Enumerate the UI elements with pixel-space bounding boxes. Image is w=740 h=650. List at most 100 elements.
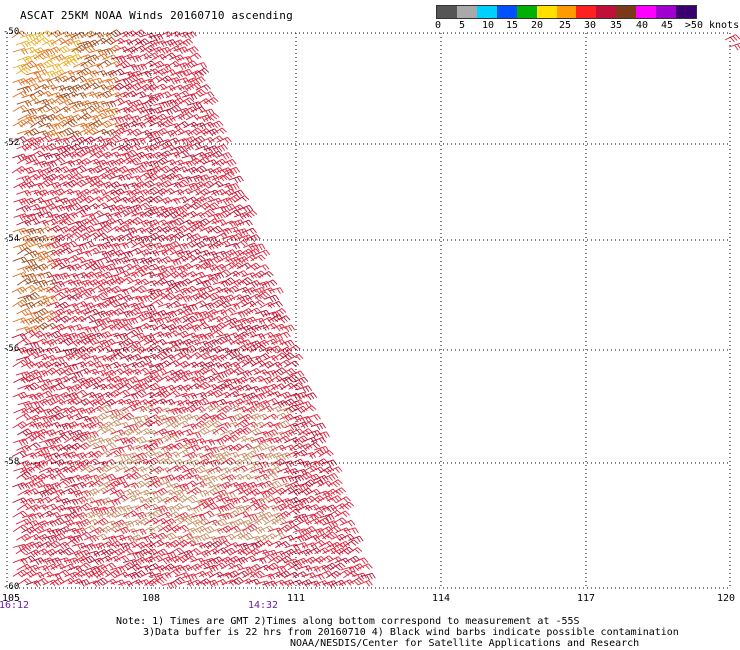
wind-barb [259,554,275,562]
wind-barb [84,263,100,272]
wind-barb [161,416,177,424]
wind-barb [117,99,134,107]
wind-barb [178,111,194,119]
wind-barb [207,212,223,221]
wind-barb [191,165,207,174]
wind-barb [275,420,291,429]
wind-barb [73,61,89,69]
wind-barb [144,160,160,168]
wind-barb [160,443,177,452]
wind-barb [45,346,62,353]
wind-barb [157,108,173,116]
wind-barb [105,409,121,417]
wind-barb [309,495,325,504]
wind-barb [15,413,31,420]
wind-barb [37,30,53,38]
wind-barb [76,113,92,122]
wind-barb [76,279,93,288]
wind-barb [152,309,168,318]
wind-barb [268,287,284,294]
wind-barb [323,472,339,481]
wind-barb [29,32,45,40]
wind-barb [275,511,291,520]
wind-barb [207,362,223,369]
wind-barb [148,299,164,307]
wind-barb [166,300,182,309]
wind-barb [258,376,274,385]
wind-barb [50,549,66,556]
wind-barb [50,308,66,317]
wind-barb [16,578,32,586]
wind-barb [220,338,236,346]
wind-barb [84,217,100,226]
wind-barb [211,412,227,421]
wind-barb [106,348,122,357]
wind-barb [216,422,232,429]
wind-barb [110,340,126,348]
wind-barb [289,399,305,408]
wind-barb [50,489,66,497]
wind-barb [46,330,62,339]
wind-barb [67,114,83,121]
wind-barb [84,279,100,287]
wind-barb [309,449,325,457]
wind-barb [109,368,125,376]
wind-barb [173,255,189,263]
wind-barb [292,391,308,400]
wind-barb [101,114,117,122]
wind-barb [233,528,249,537]
wind-barb [195,174,211,182]
wind-barb [234,195,250,203]
wind-barb [233,317,249,326]
wind-barb [126,489,142,498]
wind-barb [140,226,156,234]
wind-barb [96,331,113,339]
wind-barb [174,554,190,563]
wind-barb [221,579,237,586]
wind-barb [114,437,131,445]
wind-barb [149,524,165,532]
wind-barb [191,361,207,368]
wind-barb [191,240,207,249]
wind-barb [84,565,101,574]
wind-barb [207,466,223,473]
wind-barb [280,561,296,570]
wind-barb [198,258,214,266]
wind-barb [123,510,139,518]
wind-barb [237,547,253,556]
wind-barb [148,375,164,384]
wind-barb [178,338,194,347]
wind-barb [263,294,280,303]
wind-barb [41,354,57,362]
wind-barb [66,231,82,240]
wind-barb [134,414,151,422]
wind-barb [152,234,168,243]
wind-barb [251,557,267,565]
wind-barb [80,346,97,355]
wind-barb [58,337,74,346]
wind-barb [88,210,104,218]
wind-barb [20,481,36,489]
wind-barb [92,310,108,319]
wind-barb [250,392,267,401]
wind-barb [135,161,151,169]
wind-barb [131,63,148,72]
wind-barb [199,510,215,518]
wind-barb [229,353,246,362]
wind-barb [144,263,160,271]
wind-barb [105,570,121,579]
wind-barb [93,232,109,240]
wind-barb [181,136,197,144]
wind-barb [233,299,249,308]
wind-barb [63,363,79,372]
wind-barb [208,556,224,565]
wind-barb [149,539,165,548]
wind-barb [105,555,121,563]
wind-barb [101,141,117,149]
wind-barb [212,250,228,258]
wind-barb [136,83,152,92]
latitude-label: -60 [3,582,20,592]
wind-barb [186,383,202,391]
wind-barb [76,326,92,333]
wind-barb [123,466,139,473]
